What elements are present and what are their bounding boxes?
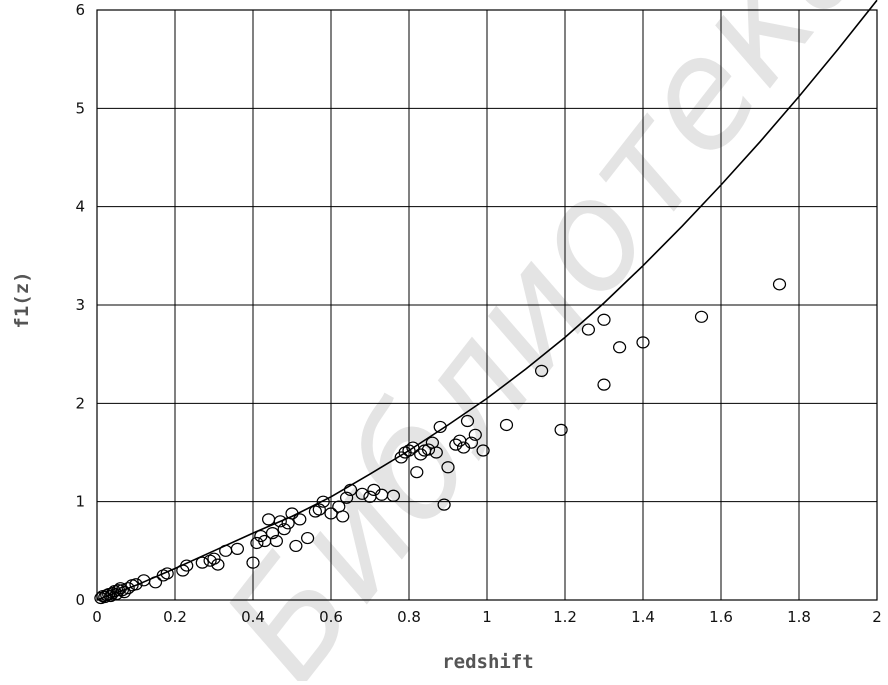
plot-frame: [96, 9, 878, 601]
data-point: [160, 567, 174, 580]
data-point: [772, 278, 787, 291]
y-tick-label: 0: [75, 591, 85, 609]
data-point: [694, 310, 709, 323]
data-point: [433, 420, 447, 434]
data-point: [355, 487, 369, 500]
data-point: [121, 582, 135, 595]
data-point: [277, 523, 291, 536]
data-point: [581, 323, 596, 336]
data-point: [293, 513, 307, 526]
data-point: [449, 438, 463, 451]
grid-layer: [96, 9, 878, 601]
data-point: [597, 313, 611, 326]
y-tick-label: 2: [75, 394, 85, 412]
data-point: [636, 336, 650, 349]
data-point: [316, 495, 330, 508]
tick-labels-layer: 0 0.2 0.4 0.6 0.8 1 1.2 1.4 1.6 1.8 2 0 1 2 3 4 5 6: [75, 1, 881, 626]
y-tick-label: 5: [75, 99, 85, 117]
data-point: [343, 483, 358, 496]
x-tick-label: 0.6: [319, 608, 343, 626]
data-point: [301, 531, 315, 545]
x-tick-label: 1.4: [631, 608, 655, 626]
data-point: [612, 341, 627, 354]
data-point: [597, 378, 611, 391]
data-point: [468, 428, 482, 441]
data-point: [402, 444, 416, 457]
data-point: [111, 584, 126, 597]
data-point: [273, 515, 287, 528]
data-point: [534, 364, 549, 377]
y-tick-label: 6: [75, 1, 85, 19]
data-point: [386, 489, 400, 502]
y-tick-label: 4: [75, 198, 85, 216]
x-tick-label: 0.2: [163, 608, 187, 626]
data-point: [265, 527, 280, 540]
data-point: [421, 443, 436, 456]
data-point: [148, 576, 163, 589]
y-tick-label: 3: [75, 296, 85, 314]
x-tick-label: 1.6: [709, 608, 733, 626]
points-layer: [94, 278, 787, 605]
x-tick-label: 0: [92, 608, 102, 626]
data-point: [219, 544, 233, 557]
x-tick-label: 0.8: [397, 608, 421, 626]
data-point: [269, 534, 283, 548]
data-point: [211, 558, 225, 571]
x-tick-label: 1.2: [553, 608, 577, 626]
watermark-text: Библиотека БГУИР: [191, 0, 888, 681]
x-tick-label: 1: [482, 608, 492, 626]
y-tick-label: 1: [75, 493, 85, 511]
data-point: [289, 539, 303, 553]
data-point: [441, 461, 455, 474]
data-point: [117, 586, 131, 599]
x-axis-title: redshift: [442, 651, 534, 673]
data-point: [230, 542, 244, 555]
data-point: [476, 444, 490, 457]
data-point: [410, 466, 424, 479]
data-point: [464, 436, 478, 449]
data-point: [285, 507, 299, 520]
data-point: [180, 559, 194, 572]
data-point: [499, 418, 514, 432]
data-point: [554, 423, 568, 436]
data-point: [207, 552, 221, 565]
x-tick-label: 2: [872, 608, 882, 626]
data-point: [129, 578, 143, 591]
data-point: [429, 446, 443, 459]
data-point: [437, 498, 451, 511]
data-point: [250, 536, 264, 550]
y-axis-title: f1(z): [11, 271, 33, 328]
data-point: [340, 491, 354, 504]
data-point: [246, 556, 260, 569]
watermark-layer: Библиотека БГУИР: [191, 0, 888, 685]
data-point: [195, 556, 209, 569]
data-point: [460, 414, 475, 428]
x-tick-label: 0.4: [241, 608, 265, 626]
x-tick-label: 1.8: [787, 608, 811, 626]
data-point: [312, 503, 326, 516]
data-point: [336, 510, 350, 523]
